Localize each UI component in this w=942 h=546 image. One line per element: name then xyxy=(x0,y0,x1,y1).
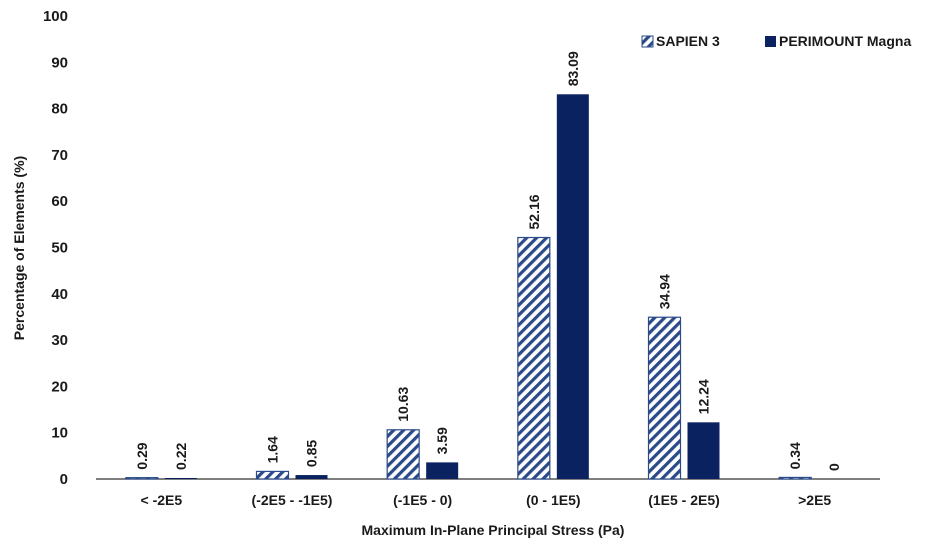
data-label-perimount-magna: 12.24 xyxy=(696,379,712,414)
bar-sapien-3 xyxy=(125,477,159,480)
legend-swatch-sapien-3 xyxy=(641,35,654,48)
y-tick-label: 80 xyxy=(51,101,68,118)
y-tick-label: 40 xyxy=(51,286,68,303)
x-category-label: (-1E5 - 0) xyxy=(393,492,452,508)
data-label-sapien-3: 0.29 xyxy=(134,442,150,469)
bar-sapien-3 xyxy=(386,429,420,480)
data-label-sapien-3: 52.16 xyxy=(526,194,542,229)
x-category-label: (-2E5 - -1E5) xyxy=(252,492,333,508)
legend-label-perimount-magna: PERIMOUNT Magna xyxy=(779,33,911,49)
data-label-perimount-magna: 83.09 xyxy=(565,51,581,86)
y-tick-label: 30 xyxy=(51,332,68,349)
bar-perimount-magna xyxy=(687,422,720,479)
data-label-sapien-3: 0.34 xyxy=(787,442,803,469)
x-category-label: < -2E5 xyxy=(141,492,183,508)
y-tick-label: 70 xyxy=(51,147,68,164)
y-tick-label: 10 xyxy=(51,425,68,442)
y-tick-label: 90 xyxy=(51,54,68,71)
y-tick-label: 20 xyxy=(51,378,68,395)
data-label-sapien-3: 10.63 xyxy=(395,387,411,422)
y-tick-label: 60 xyxy=(51,193,68,210)
data-label-sapien-3: 1.64 xyxy=(265,436,281,463)
bar-sapien-3 xyxy=(778,476,812,480)
bars xyxy=(125,94,812,480)
bar-sapien-3 xyxy=(517,236,551,480)
y-tick-label: 0 xyxy=(60,471,68,488)
x-axis-title: Maximum In-Plane Principal Stress (Pa) xyxy=(362,522,625,538)
data-label-perimount-magna: 0.22 xyxy=(173,443,189,470)
data-label-perimount-magna: 3.59 xyxy=(434,427,450,454)
data-label-sapien-3: 34.94 xyxy=(657,274,673,309)
legend-label-sapien-3: SAPIEN 3 xyxy=(656,33,720,49)
data-labels: 0.29 0.22 1.64 0.85 10.63 3.59 52.16 83.09 34.94… xyxy=(134,51,842,471)
y-axis-title: Percentage of Elements (%) xyxy=(11,156,27,340)
x-category-label: (1E5 - 2E5) xyxy=(648,492,720,508)
x-category-label: (0 - 1E5) xyxy=(526,492,580,508)
y-tick-label: 100 xyxy=(43,8,68,25)
bar-sapien-3 xyxy=(255,470,290,480)
legend: SAPIEN 3 PERIMOUNT Magna xyxy=(641,33,911,49)
data-label-perimount-magna: 0 xyxy=(826,463,842,471)
x-axis-categories: < -2E5 (-2E5 - -1E5) (-1E5 - 0) (0 - 1E5) (1… xyxy=(141,492,832,508)
bar-perimount-magna xyxy=(556,94,589,479)
bar-perimount-magna xyxy=(295,475,328,479)
x-category-label: >2E5 xyxy=(798,492,831,508)
y-axis-ticks: 0 10 20 30 40 50 60 70 80 90 100 xyxy=(43,8,68,488)
data-label-perimount-magna: 0.85 xyxy=(304,440,320,467)
legend-swatch-perimount-magna xyxy=(765,36,776,47)
bar-perimount-magna xyxy=(164,477,197,479)
y-tick-label: 50 xyxy=(51,240,68,257)
bar-sapien-3 xyxy=(647,316,682,480)
bar-perimount-magna xyxy=(426,462,459,479)
